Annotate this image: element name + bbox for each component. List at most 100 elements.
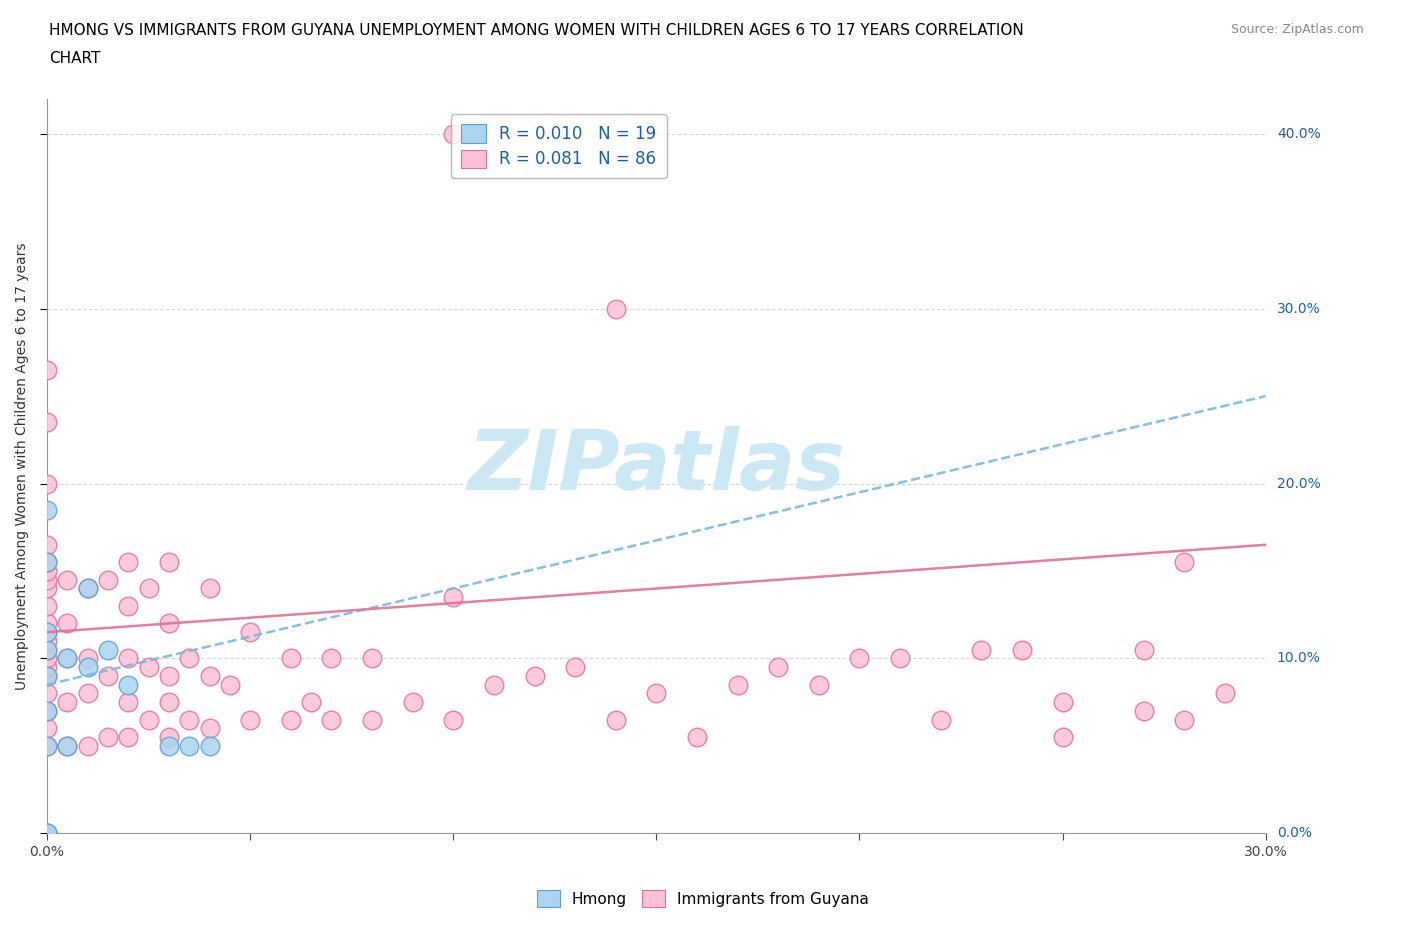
Point <box>35 721 58 736</box>
Point <box>117 730 139 745</box>
Point <box>35 599 58 614</box>
Point <box>56 651 79 666</box>
Point <box>35 625 58 640</box>
Point <box>35 415 58 430</box>
Point <box>157 616 180 631</box>
Point <box>218 677 240 692</box>
Point <box>35 538 58 552</box>
Point <box>35 502 58 517</box>
Point <box>605 712 627 727</box>
Text: 40.0%: 40.0% <box>1277 126 1320 140</box>
Point <box>56 572 79 587</box>
Point <box>35 555 58 570</box>
Point <box>35 572 58 587</box>
Point <box>35 738 58 753</box>
Point <box>35 659 58 674</box>
Point <box>1052 730 1074 745</box>
Point <box>35 363 58 378</box>
Text: Source: ZipAtlas.com: Source: ZipAtlas.com <box>1230 23 1364 36</box>
Point <box>1173 712 1195 727</box>
Point <box>441 590 464 604</box>
Point <box>321 651 343 666</box>
Point <box>157 555 180 570</box>
Point <box>35 633 58 648</box>
Point <box>179 712 201 727</box>
Point <box>441 126 464 141</box>
Point <box>56 616 79 631</box>
Point <box>179 738 201 753</box>
Point <box>35 564 58 578</box>
Point <box>564 659 586 674</box>
Point <box>645 686 668 701</box>
Point <box>35 703 58 718</box>
Point <box>280 712 302 727</box>
Point <box>929 712 952 727</box>
Point <box>239 712 262 727</box>
Point <box>117 695 139 710</box>
Point <box>56 651 79 666</box>
Point <box>523 669 546 684</box>
Point <box>1173 555 1195 570</box>
Point <box>35 669 58 684</box>
Point <box>321 712 343 727</box>
Y-axis label: Unemployment Among Women with Children Ages 6 to 17 years: Unemployment Among Women with Children A… <box>15 243 30 690</box>
Point <box>889 651 911 666</box>
Point <box>35 826 58 841</box>
Point <box>179 651 201 666</box>
Point <box>35 625 58 640</box>
Point <box>1052 695 1074 710</box>
Text: 30.0%: 30.0% <box>1277 301 1320 315</box>
Point <box>198 721 221 736</box>
Point <box>117 677 139 692</box>
Point <box>299 695 322 710</box>
Point <box>727 677 749 692</box>
Text: CHART: CHART <box>49 51 101 66</box>
Text: HMONG VS IMMIGRANTS FROM GUYANA UNEMPLOYMENT AMONG WOMEN WITH CHILDREN AGES 6 TO: HMONG VS IMMIGRANTS FROM GUYANA UNEMPLOY… <box>49 23 1024 38</box>
Point <box>97 669 120 684</box>
Point <box>138 659 160 674</box>
Text: ZIPatlas: ZIPatlas <box>467 426 845 507</box>
Point <box>76 659 98 674</box>
Point <box>157 669 180 684</box>
Point <box>35 651 58 666</box>
Point <box>117 555 139 570</box>
Point <box>97 643 120 658</box>
Point <box>35 703 58 718</box>
Point <box>56 738 79 753</box>
Point <box>198 738 221 753</box>
Text: 0.0%: 0.0% <box>1277 827 1312 841</box>
Point <box>35 669 58 684</box>
Point <box>768 659 790 674</box>
Point <box>605 301 627 316</box>
Point <box>56 695 79 710</box>
Point <box>117 651 139 666</box>
Point <box>138 712 160 727</box>
Text: 10.0%: 10.0% <box>1277 652 1320 666</box>
Point <box>138 581 160 596</box>
Point <box>35 826 58 841</box>
Point <box>35 826 58 841</box>
Point <box>76 581 98 596</box>
Point <box>56 738 79 753</box>
Legend: R = 0.010   N = 19, R = 0.081   N = 86: R = 0.010 N = 19, R = 0.081 N = 86 <box>451 114 666 179</box>
Point <box>441 712 464 727</box>
Point <box>157 738 180 753</box>
Point <box>361 651 384 666</box>
Point <box>35 738 58 753</box>
Point <box>97 730 120 745</box>
Point <box>35 555 58 570</box>
Point <box>361 712 384 727</box>
Point <box>117 599 139 614</box>
Point <box>280 651 302 666</box>
Point <box>1133 703 1156 718</box>
Point <box>482 677 505 692</box>
Point <box>76 651 98 666</box>
Point <box>198 669 221 684</box>
Point <box>76 738 98 753</box>
Legend: Hmong, Immigrants from Guyana: Hmong, Immigrants from Guyana <box>530 884 876 913</box>
Point <box>1011 643 1033 658</box>
Point <box>1213 686 1236 701</box>
Point <box>401 695 423 710</box>
Point <box>76 686 98 701</box>
Point <box>848 651 870 666</box>
